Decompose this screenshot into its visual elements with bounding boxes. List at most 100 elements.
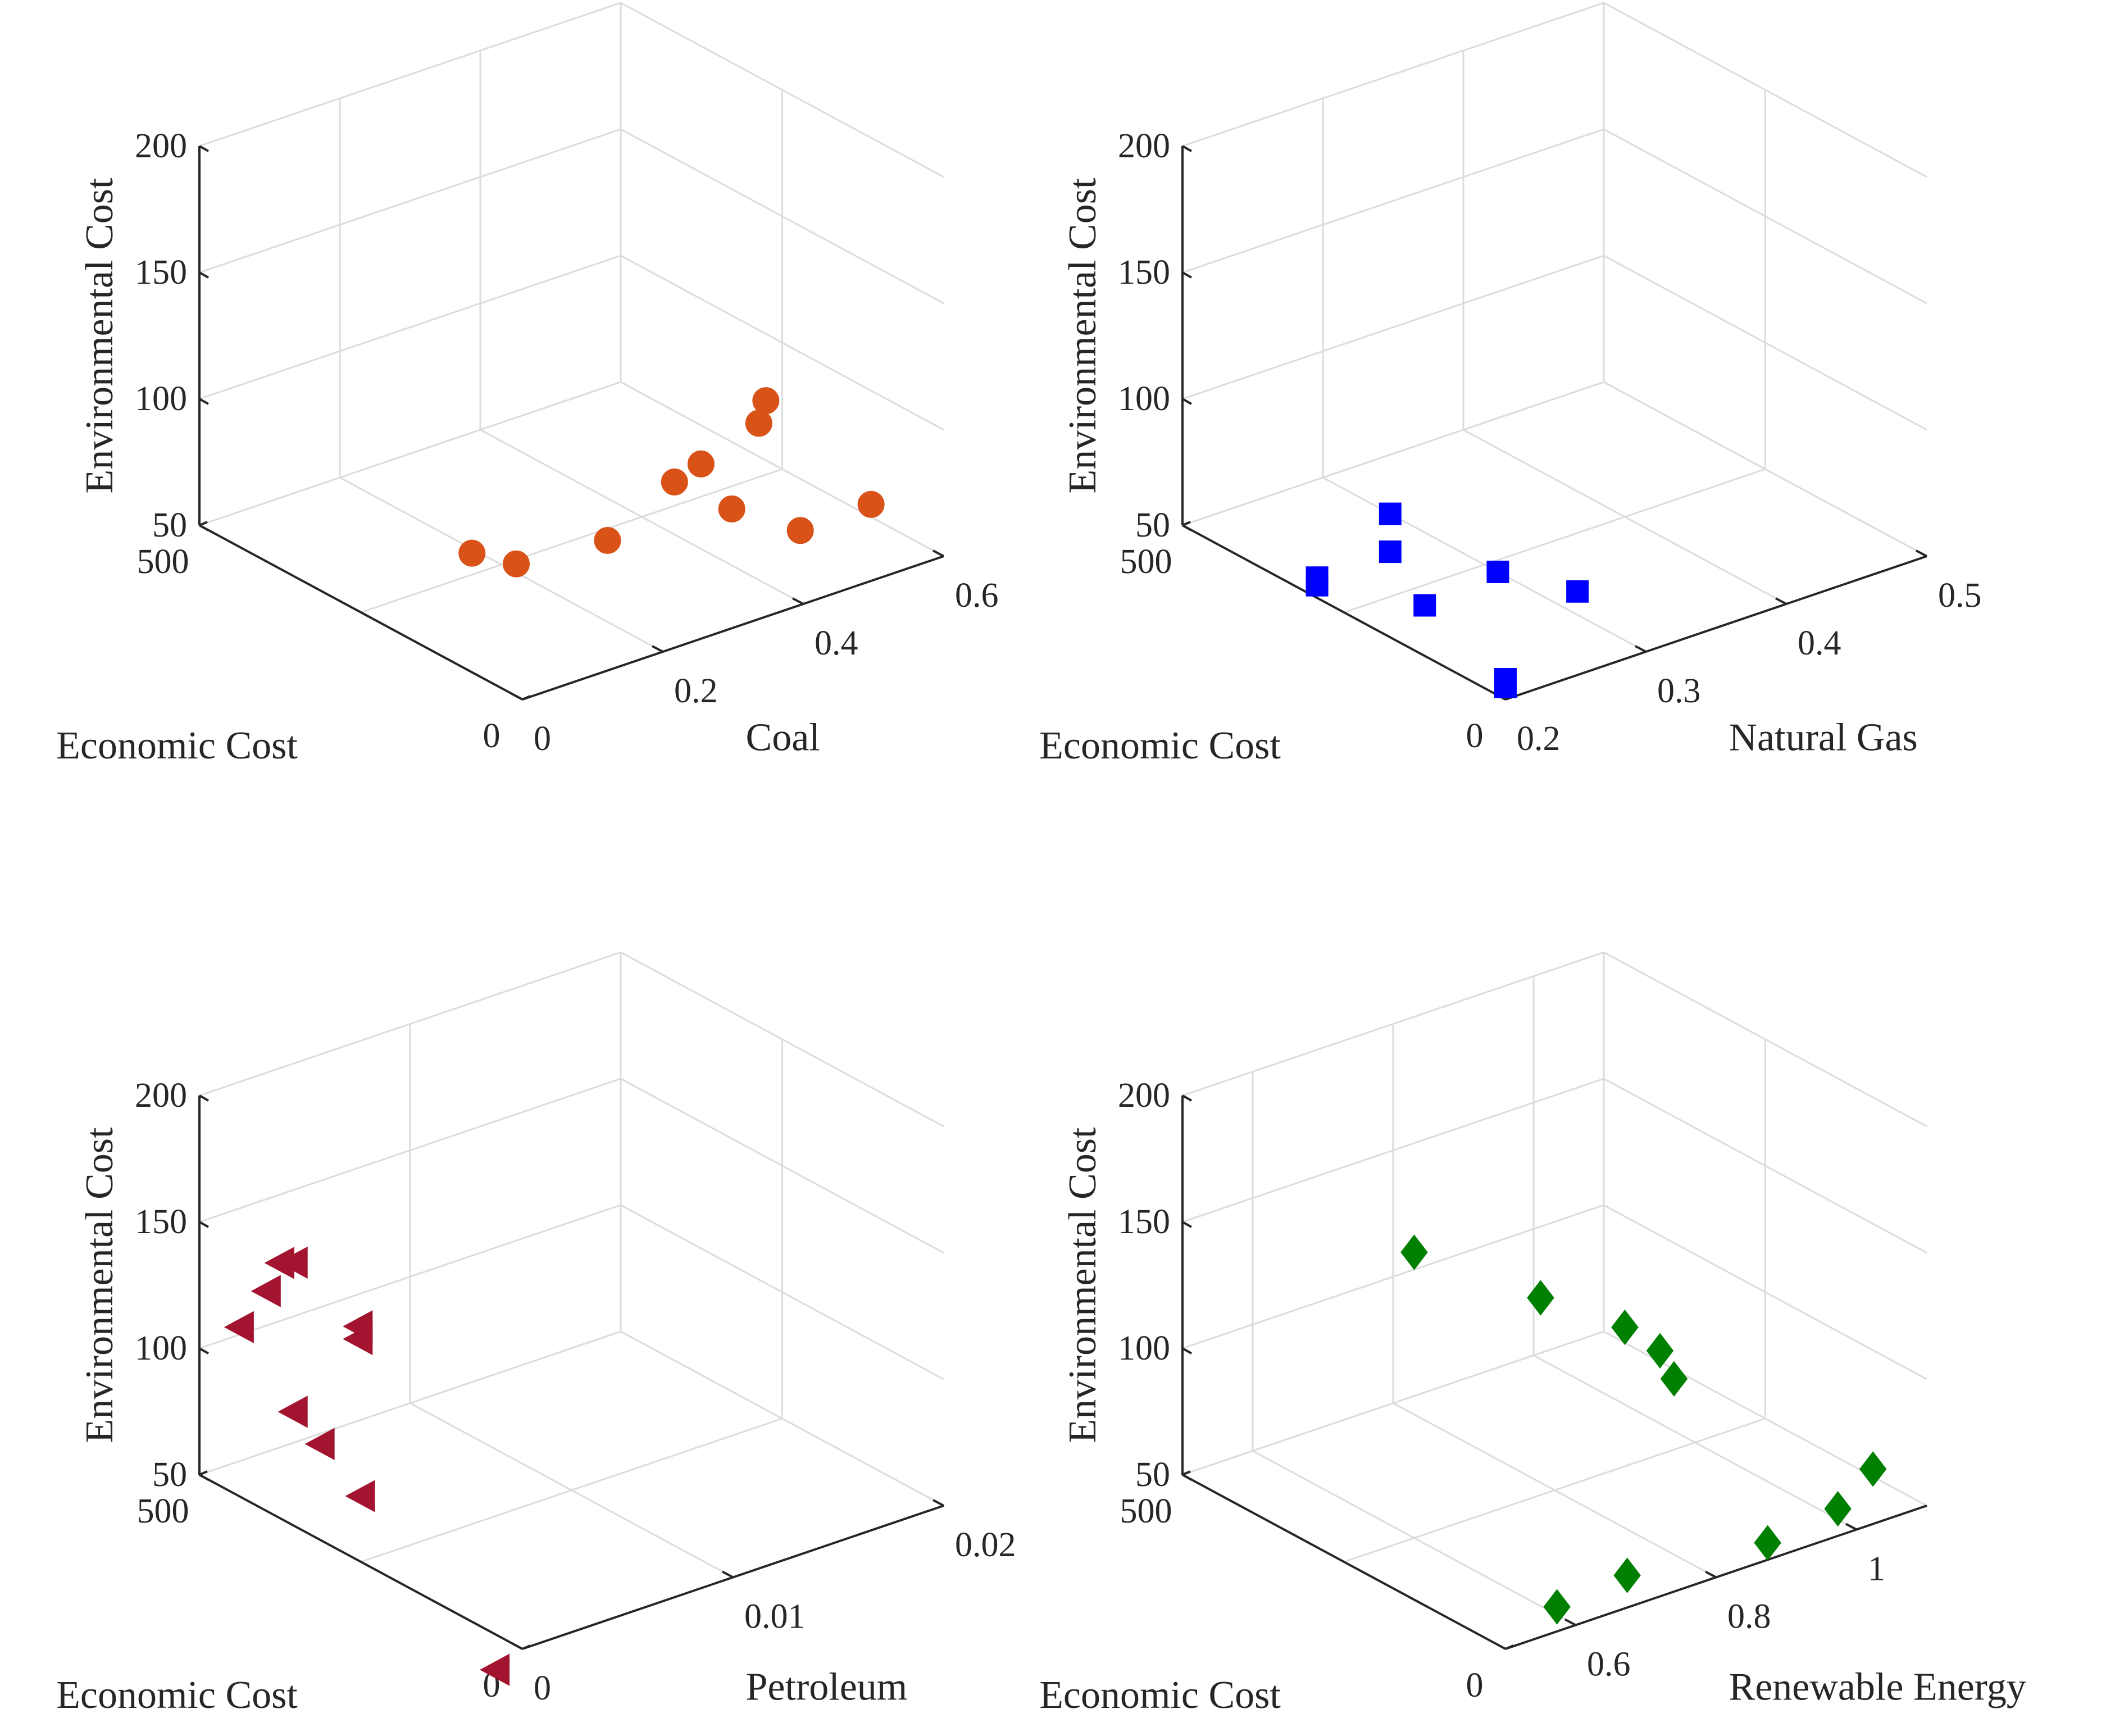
z-axis-title: Environmental Cost [78,1127,121,1443]
grid-line-z-back-1 [1182,255,1604,400]
y-tick-label-0: 0 [534,720,551,758]
grid-line-x-floor-1 [199,381,621,526]
x-tick-mark-1 [199,521,208,526]
grid-line-z-back-1 [199,255,621,400]
z-tick-label-2: 150 [1118,253,1170,292]
z-tick-label-2: 150 [1118,1203,1170,1241]
data-point-natural-gas-2 [1306,566,1329,589]
data-point-coal-8 [745,410,772,437]
y-tick-mark-2 [792,597,804,605]
x-tick-label-0: 0 [483,717,501,755]
panel-renewable-energy: 50 100 150 200 Environmental Cost 0 500 Economi… [1039,951,2026,1717]
z-tick-label-0: 50 [152,506,187,544]
grid-line-z-back-2 [199,128,621,274]
x-tick-label-1: 500 [137,543,189,581]
y-tick-mark-1 [1705,1570,1717,1579]
z-tick-mark-0 [199,1474,209,1481]
y-tick-label-1: 0.01 [744,1598,806,1636]
z-axis-title: Environmental Cost [78,178,121,493]
data-point-coal-6 [661,468,688,496]
y-tick-mark-0 [511,1642,523,1650]
grid-line-z-back-2 [1182,128,1604,274]
y-tick-mark-1 [722,1570,734,1579]
z-tick-mark-1 [1182,1347,1192,1355]
data-point-coal-5 [503,550,530,578]
y-axis-title: Coal [746,716,820,759]
z-tick-mark-1 [1182,398,1192,405]
y-tick-label-0: 0 [534,1669,551,1707]
data-point-renewable-energy-7 [1754,1525,1781,1561]
y-tick-label-1: 0.3 [1657,672,1701,710]
x-axis-title: Economic Cost [1039,724,1281,767]
y-tick-mark-3 [933,549,944,557]
x-tick-label-1: 500 [137,1492,189,1530]
panel-petroleum: 50 100 150 200 Environmental Cost 0 500 Economi… [56,951,1016,1717]
y-tick-label-2: 0.02 [955,1526,1016,1564]
grid-line-z-back-3 [199,2,621,147]
x-axis-title: Economic Cost [1039,1674,1281,1717]
data-point-coal-2 [718,495,745,522]
data-point-renewable-energy-8 [1824,1490,1852,1527]
data-point-petroleum-9 [264,1247,294,1279]
z-tick-mark-2 [199,1221,209,1228]
data-point-renewable-energy-4 [1660,1361,1688,1397]
y-tick-mark-3 [1916,549,1927,557]
z-tick-mark-2 [1182,1221,1192,1228]
x-tick-label-0: 0 [1466,717,1484,755]
y-tick-mark-0 [511,693,523,701]
data-point-petroleum-7 [251,1275,281,1307]
x-axis-line [1182,524,1506,701]
y-tick-mark-1 [1635,645,1646,653]
z-tick-mark-3 [1182,1094,1192,1102]
y-tick-label-0: 0.6 [1587,1646,1631,1684]
z-tick-label-0: 50 [1135,506,1170,544]
z-tick-label-0: 50 [152,1456,187,1494]
y-tick-label-2: 0.4 [1798,624,1841,662]
z-tick-label-1: 100 [1118,1329,1170,1367]
z-tick-label-3: 200 [1118,127,1170,165]
y-tick-mark-1 [652,645,663,653]
z-tick-label-0: 50 [1135,1456,1170,1494]
z-tick-label-2: 150 [135,253,187,292]
data-point-natural-gas-3 [1413,594,1436,617]
data-point-natural-gas-6 [1566,580,1589,603]
z-tick-mark-2 [199,271,209,279]
data-point-coal-4 [458,539,486,567]
data-point-petroleum-6 [224,1311,254,1343]
data-point-petroleum-2 [304,1428,335,1460]
z-tick-mark-1 [199,398,209,405]
grid-line-x-floor-0 [361,1417,783,1563]
y-tick-mark-2 [1845,1523,1857,1531]
y-tick-label-3: 0.6 [955,576,999,615]
grid-line-x-floor-0 [1344,468,1766,613]
data-point-petroleum-1 [345,1480,375,1512]
y-tick-label-1: 0.2 [674,672,718,710]
panel-natural-gas: 50 100 150 200 Environmental Cost 0 500 Economi… [1039,2,1982,767]
x-tick-mark-1 [199,1470,208,1476]
x-tick-label-1: 500 [1120,543,1172,581]
z-tick-label-1: 100 [1118,380,1170,418]
z-tick-label-2: 150 [135,1203,187,1241]
data-point-natural-gas-5 [1494,673,1517,696]
z-tick-mark-0 [1182,1474,1192,1481]
y-tick-label-0: 0.2 [1517,720,1561,758]
data-point-coal-9 [752,387,780,415]
x-tick-label-1: 500 [1120,1492,1172,1530]
x-tick-mark-1 [1182,521,1191,526]
z-tick-mark-0 [1182,524,1192,531]
data-point-petroleum-5 [343,1310,373,1343]
x-tick-mark-0 [522,695,531,701]
x-axis-title: Economic Cost [56,1674,298,1717]
z-tick-mark-3 [199,1094,209,1102]
z-tick-mark-3 [1182,145,1192,152]
y-axis-title: Renewable Energy [1729,1665,2026,1708]
data-point-petroleum-0 [479,1653,510,1686]
z-tick-label-1: 100 [135,1329,187,1367]
z-axis-title: Environmental Cost [1061,178,1104,493]
z-tick-mark-3 [199,145,209,152]
data-point-natural-gas-7 [1379,502,1402,525]
x-axis-line [1182,1474,1506,1650]
x-axis-title: Economic Cost [56,724,298,767]
y-tick-mark-0 [1564,1618,1576,1626]
